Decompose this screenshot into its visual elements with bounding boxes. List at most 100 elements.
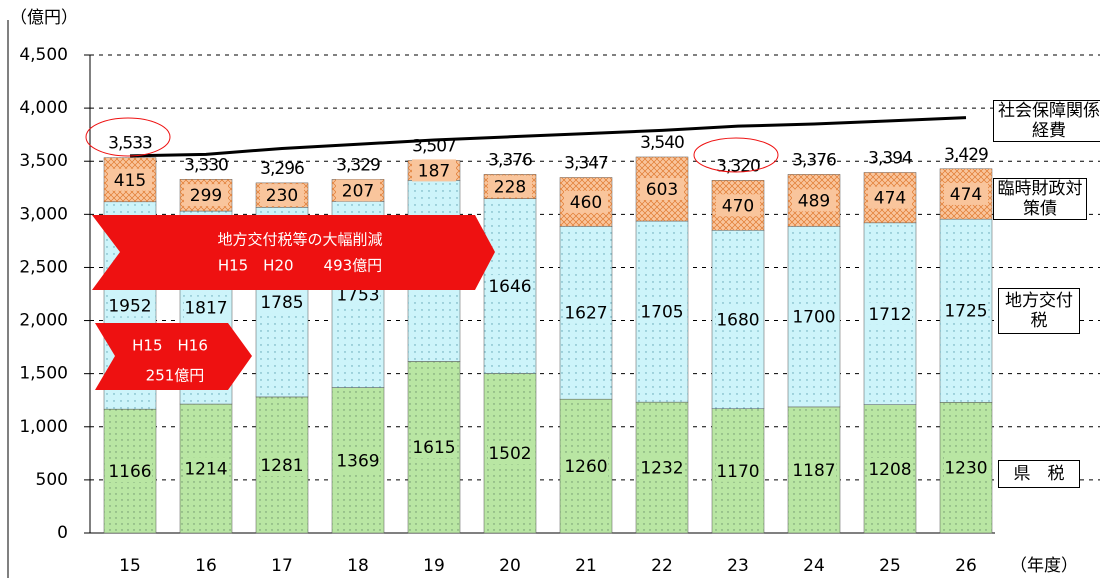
value-label: 470 [722,196,754,216]
value-label: 1369 [336,451,379,471]
annotation: 地方交付税等の大幅削減 [217,231,382,249]
label-bg [792,305,836,328]
label-bg [488,442,532,465]
label-bg [108,460,152,483]
legend-item: 地方交付税 [998,288,1080,334]
x-tick-label: 15 [119,556,141,576]
label-bg [108,294,152,317]
x-tick-label: 16 [195,556,217,576]
label-bg [260,291,304,314]
y-tick-label: 4,500 [19,45,68,65]
y-axis-label: （億円） [10,8,78,28]
label-bg [792,189,836,212]
x-tick-label: 22 [651,556,673,576]
label-bg [184,184,228,207]
total-label: 3,533 [108,134,152,154]
annotation: H15 H20 493億円 [218,257,382,275]
label-bg [336,179,380,202]
total-label: 3,540 [640,133,684,153]
value-label: 1952 [108,296,151,316]
value-label: 1785 [260,293,303,313]
value-label: 228 [494,178,526,198]
value-label: 1187 [792,461,835,481]
arrow [92,215,495,290]
value-label: 603 [646,180,678,200]
total-label: 3,376 [792,150,836,170]
x-tick-label: 26 [955,556,977,576]
y-tick-label: 2,000 [19,311,68,331]
y-tick-label: 3,000 [19,204,68,224]
total-label: 3,394 [868,148,912,168]
highlight [693,137,779,173]
value-label: 1646 [488,277,531,297]
label-bg [868,302,912,325]
x-tick-label: 24 [803,556,825,576]
total-label: 3,429 [944,145,988,165]
label-bg [184,457,228,480]
value-label: 1214 [184,460,227,480]
label-bg [868,457,912,480]
value-label: 1680 [716,310,759,330]
legend-item: 社会保障関係経費 [993,100,1100,142]
total-label: 3,329 [336,155,380,175]
annotation: H15 H16 [132,337,208,355]
label-bg [944,456,988,479]
value-label: 1753 [336,285,379,305]
legend-item: 県 税 [998,460,1080,488]
label-bg [640,177,684,200]
label-bg [412,436,456,459]
label-bg [184,296,228,319]
x-tick-label: 19 [423,556,445,576]
label-bg [716,308,760,331]
label-bg [640,300,684,323]
y-tick-label: 4,000 [19,98,68,118]
value-label: 230 [266,186,298,206]
y-tick-label: 1,000 [19,417,68,437]
label-bg [944,182,988,205]
total-label: 3,320 [716,156,760,176]
value-label: 460 [570,193,602,213]
x-tick-label: 25 [879,556,901,576]
value-label: 1712 [868,305,911,325]
value-label: 1817 [184,299,227,319]
x-tick-label: 18 [347,556,369,576]
value-label: 207 [342,181,374,201]
label-bg [868,186,912,209]
value-label: 489 [798,191,830,211]
y-tick-label: 3,500 [19,151,68,171]
total-label: 3,376 [488,150,532,170]
x-tick-label: 20 [499,556,521,576]
label-bg [488,275,532,298]
label-bg [336,449,380,472]
label-bg [564,301,608,324]
value-label: 1260 [564,457,607,477]
value-label: 1232 [640,459,683,479]
total-label: 3,296 [260,159,304,179]
value-label: 474 [950,185,982,205]
line-series [129,116,967,158]
value-label: 1208 [868,460,911,480]
value-label: 1725 [944,302,987,322]
value-label: 1281 [260,456,303,476]
value-label: 1166 [108,462,151,482]
x-tick-label: 23 [727,556,749,576]
value-label: 1502 [488,444,531,464]
label-bg [716,194,760,217]
label-bg [108,168,152,191]
label-bg [260,184,304,207]
label-bg [716,459,760,482]
label-bg [564,190,608,213]
value-label: 474 [874,189,906,209]
y-tick-label: 2,500 [19,257,68,277]
y-tick-label: 1,500 [19,364,68,384]
x-tick-label: 17 [271,556,293,576]
x-axis-label: （年度） [1010,556,1078,576]
value-label: 1615 [412,438,455,458]
x-tick-label: 21 [575,556,597,576]
value-label: 1705 [640,303,683,323]
y-tick-label: 500 [36,470,68,490]
label-bg [564,455,608,478]
label-bg [260,453,304,476]
